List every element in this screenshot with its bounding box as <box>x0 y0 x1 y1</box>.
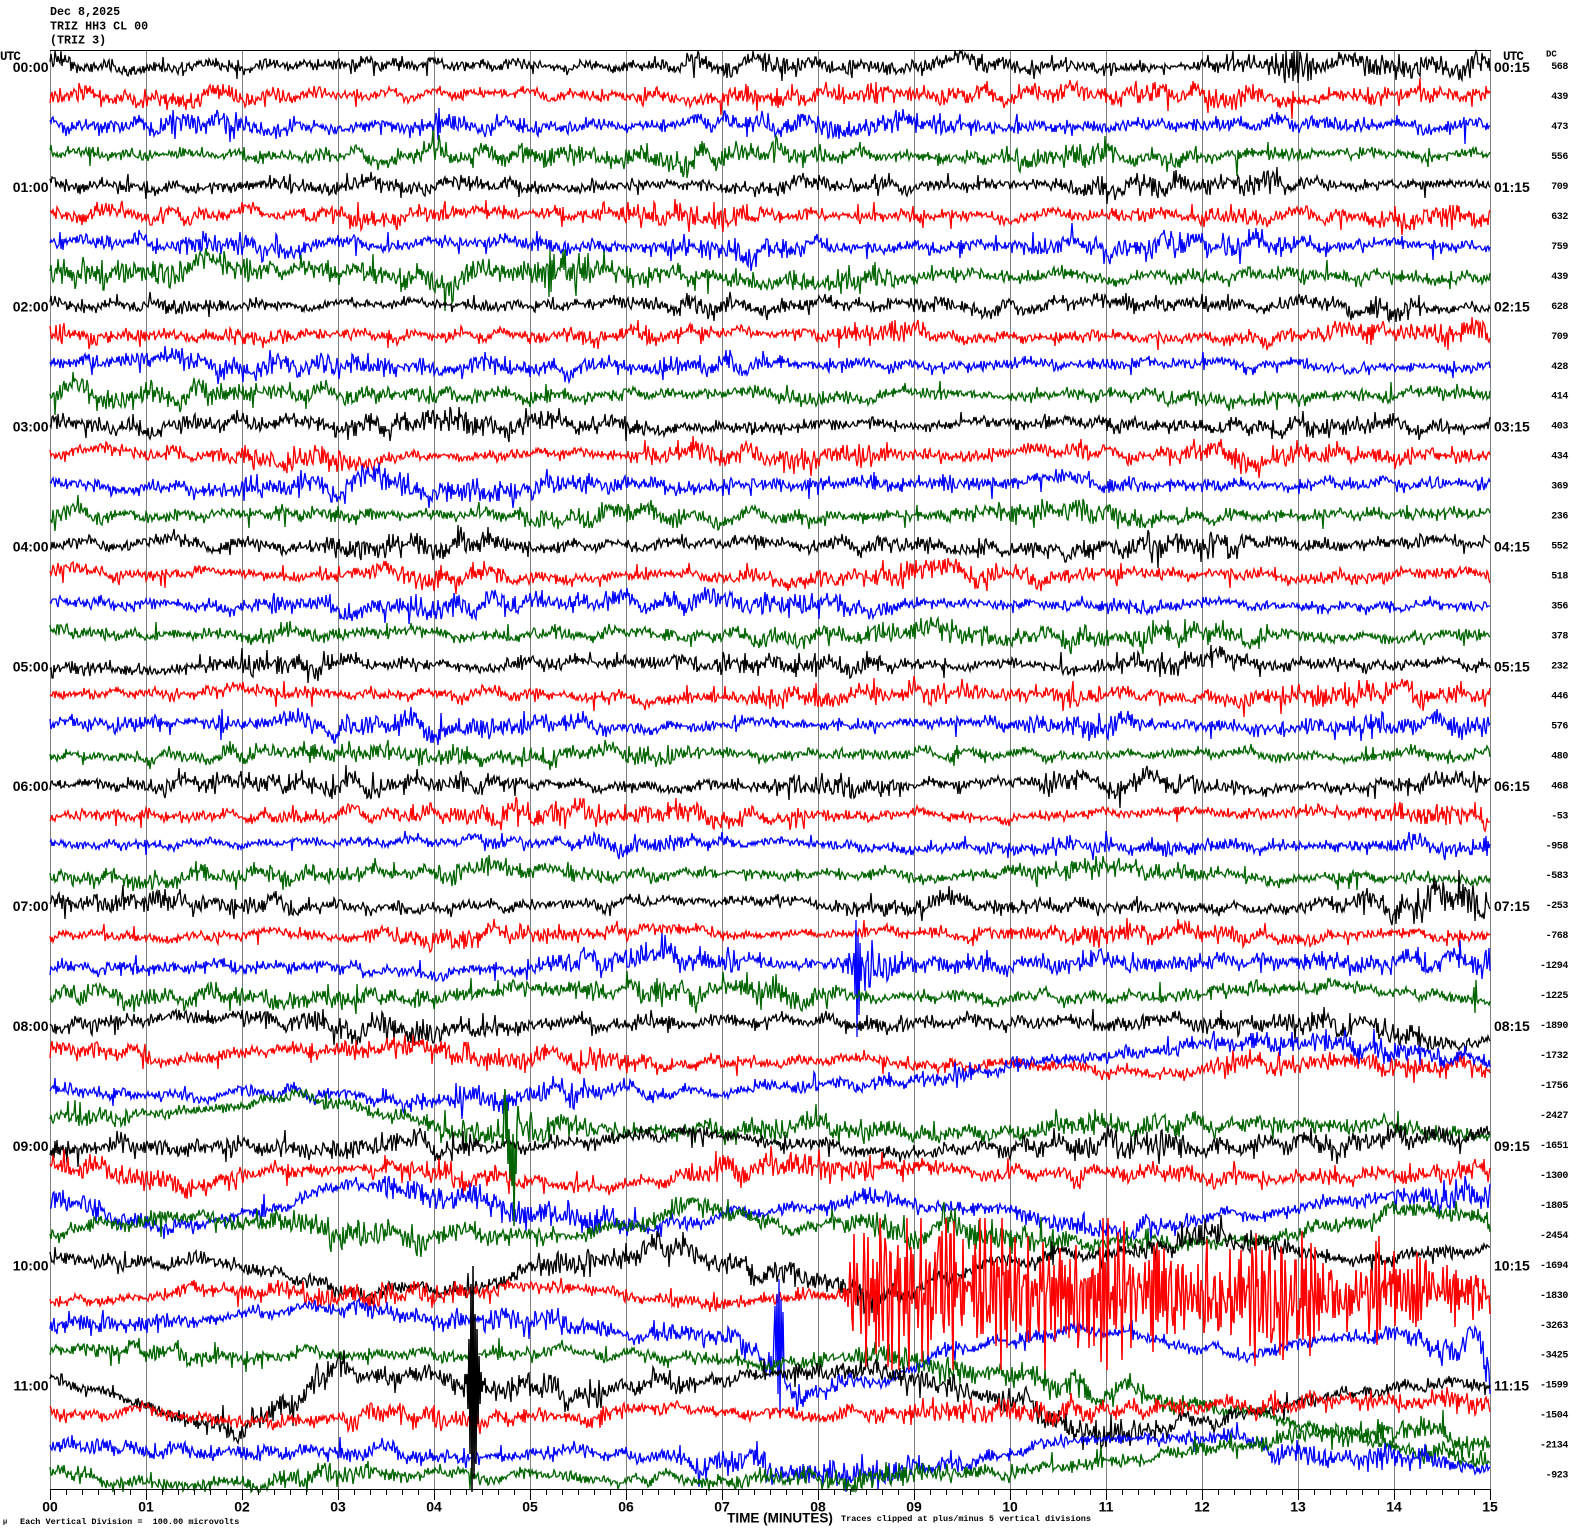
svg-text:UTC: UTC <box>0 50 21 64</box>
svg-text:-1890: -1890 <box>1540 1021 1568 1032</box>
svg-text:06: 06 <box>618 1499 634 1515</box>
svg-text:628: 628 <box>1551 302 1568 313</box>
svg-text:-1694: -1694 <box>1540 1261 1568 1272</box>
svg-text:15: 15 <box>1482 1499 1498 1515</box>
svg-text:05: 05 <box>522 1499 538 1515</box>
svg-text:01:00: 01:00 <box>13 179 49 195</box>
svg-text:11:00: 11:00 <box>13 1378 48 1394</box>
svg-text:439: 439 <box>1551 92 1568 103</box>
svg-text:-3263: -3263 <box>1540 1321 1568 1332</box>
svg-text:08:15: 08:15 <box>1494 1018 1530 1034</box>
svg-text:09: 09 <box>906 1499 922 1515</box>
svg-text:-1294: -1294 <box>1540 961 1568 972</box>
svg-text:-3425: -3425 <box>1540 1351 1568 1362</box>
svg-text:556: 556 <box>1551 152 1568 163</box>
svg-text:-768: -768 <box>1546 931 1569 942</box>
svg-text:-1651: -1651 <box>1540 1141 1568 1152</box>
svg-text:04:15: 04:15 <box>1494 538 1530 554</box>
svg-text:10:15: 10:15 <box>1494 1258 1530 1274</box>
svg-text:-2427: -2427 <box>1540 1111 1568 1122</box>
svg-text:00: 00 <box>42 1499 58 1515</box>
svg-text:568: 568 <box>1551 62 1568 73</box>
svg-text:-1830: -1830 <box>1540 1291 1568 1302</box>
svg-text:468: 468 <box>1551 781 1568 792</box>
svg-text:09:00: 09:00 <box>13 1138 49 1154</box>
svg-text:04:00: 04:00 <box>13 538 49 554</box>
svg-text:-1504: -1504 <box>1540 1411 1568 1422</box>
svg-text:02:00: 02:00 <box>13 299 49 315</box>
svg-text:576: 576 <box>1551 721 1568 732</box>
svg-text:07:15: 07:15 <box>1494 898 1530 914</box>
svg-text:(TRIZ 3): (TRIZ 3) <box>50 34 106 48</box>
svg-text:07:00: 07:00 <box>13 898 49 914</box>
svg-text:356: 356 <box>1551 602 1568 613</box>
svg-text:06:00: 06:00 <box>13 778 49 794</box>
svg-text:05:15: 05:15 <box>1494 658 1530 674</box>
svg-text:414: 414 <box>1551 392 1568 403</box>
svg-text:-958: -958 <box>1546 841 1569 852</box>
svg-text:709: 709 <box>1551 332 1568 343</box>
svg-text:11:15: 11:15 <box>1494 1378 1529 1394</box>
svg-text:02: 02 <box>234 1499 250 1515</box>
svg-text:-583: -583 <box>1546 871 1569 882</box>
svg-text:-253: -253 <box>1546 901 1569 912</box>
svg-text:-1805: -1805 <box>1540 1201 1568 1212</box>
svg-text:552: 552 <box>1551 542 1568 553</box>
svg-text:-2454: -2454 <box>1540 1231 1568 1242</box>
svg-text:-1599: -1599 <box>1540 1381 1568 1392</box>
svg-text:UTC: UTC <box>1503 50 1524 64</box>
svg-text:428: 428 <box>1551 362 1568 373</box>
svg-text:05:00: 05:00 <box>13 658 49 674</box>
svg-text:µ: µ <box>3 1519 7 1527</box>
svg-text:759: 759 <box>1551 242 1568 253</box>
svg-text:232: 232 <box>1551 661 1568 672</box>
svg-text:236: 236 <box>1551 512 1568 523</box>
svg-text:07: 07 <box>714 1499 730 1515</box>
svg-text:709: 709 <box>1551 182 1568 193</box>
svg-text:446: 446 <box>1551 691 1568 702</box>
svg-text:13: 13 <box>1290 1499 1306 1515</box>
svg-text:08:00: 08:00 <box>13 1018 49 1034</box>
svg-text:Traces clipped at plus/minus 5: Traces clipped at plus/minus 5 vertical … <box>841 1514 1091 1524</box>
svg-text:01: 01 <box>138 1499 154 1515</box>
svg-text:01:15: 01:15 <box>1494 179 1530 195</box>
svg-text:Each Vertical Division = 100.: Each Vertical Division = 100.00 microvol… <box>20 1517 239 1527</box>
svg-text:439: 439 <box>1551 272 1568 283</box>
svg-text:09:15: 09:15 <box>1494 1138 1530 1154</box>
svg-text:03:00: 03:00 <box>13 419 49 435</box>
svg-text:14: 14 <box>1386 1499 1402 1515</box>
svg-text:TRIZ HH3 CL 00: TRIZ HH3 CL 00 <box>50 20 148 34</box>
svg-text:00:15: 00:15 <box>1494 59 1530 75</box>
svg-text:369: 369 <box>1551 482 1568 493</box>
svg-text:-1756: -1756 <box>1540 1081 1568 1092</box>
svg-text:TIME (MINUTES): TIME (MINUTES) <box>727 1511 833 1526</box>
svg-text:518: 518 <box>1551 572 1568 583</box>
svg-text:-1732: -1732 <box>1540 1051 1568 1062</box>
svg-text:-923: -923 <box>1546 1471 1569 1482</box>
svg-text:-1300: -1300 <box>1540 1171 1568 1182</box>
svg-text:DC: DC <box>1546 50 1557 60</box>
svg-text:Dec 8,2025: Dec 8,2025 <box>50 5 120 19</box>
svg-text:08: 08 <box>810 1499 826 1515</box>
svg-text:-1225: -1225 <box>1540 991 1568 1002</box>
svg-text:06:15: 06:15 <box>1494 778 1530 794</box>
svg-text:-2134: -2134 <box>1540 1441 1568 1452</box>
svg-text:03:15: 03:15 <box>1494 419 1530 435</box>
svg-text:12: 12 <box>1194 1499 1210 1515</box>
svg-text:00:00: 00:00 <box>13 59 49 75</box>
svg-text:10:00: 10:00 <box>13 1258 49 1274</box>
svg-text:434: 434 <box>1551 452 1568 463</box>
svg-text:378: 378 <box>1551 631 1568 642</box>
svg-text:403: 403 <box>1551 422 1568 433</box>
svg-text:480: 480 <box>1551 751 1568 762</box>
svg-text:-53: -53 <box>1551 811 1568 822</box>
svg-text:03: 03 <box>330 1499 346 1515</box>
svg-text:632: 632 <box>1551 212 1568 223</box>
svg-text:02:15: 02:15 <box>1494 299 1530 315</box>
svg-text:10: 10 <box>1002 1499 1018 1515</box>
svg-text:04: 04 <box>426 1499 442 1515</box>
svg-text:473: 473 <box>1551 122 1568 133</box>
svg-text:11: 11 <box>1099 1499 1114 1515</box>
